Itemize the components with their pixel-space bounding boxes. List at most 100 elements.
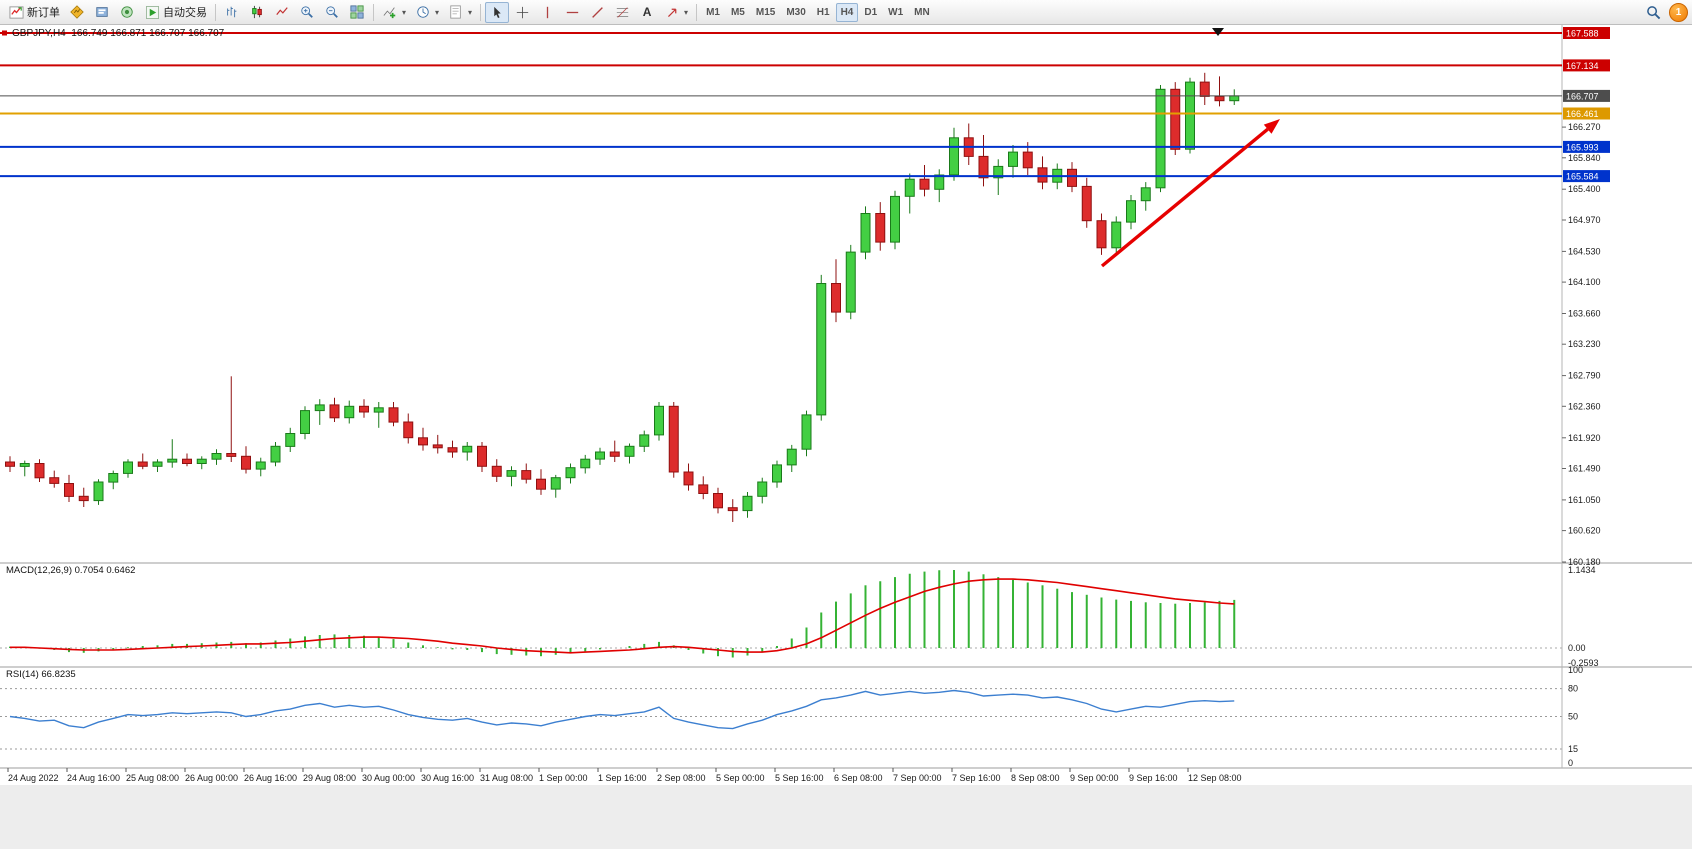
candle-body (462, 445, 473, 453)
price-tag-label: 167.588 (1566, 29, 1599, 39)
timeframe-button-h1[interactable]: H1 (812, 3, 835, 22)
timeframe-button-mn[interactable]: MN (909, 3, 935, 22)
candle-body (19, 463, 30, 467)
periods-button[interactable]: ▾ (411, 2, 443, 23)
down-marker[interactable] (1212, 28, 1224, 36)
line-chart-button[interactable] (270, 2, 294, 23)
templates-button[interactable]: ▾ (444, 2, 476, 23)
candle-body (359, 405, 369, 413)
candle-body (506, 470, 517, 477)
time-axis-label: 31 Aug 08:00 (480, 773, 533, 783)
crosshair-icon (514, 4, 530, 20)
time-axis-label: 12 Sep 08:00 (1188, 773, 1242, 783)
timeframe-button-m30[interactable]: M30 (781, 3, 810, 22)
candle-body (491, 465, 502, 477)
candle-body (93, 481, 104, 502)
candle-body (285, 433, 296, 447)
candle-body (196, 458, 207, 465)
chart-background (0, 25, 1692, 785)
navigator-button[interactable] (90, 2, 114, 23)
macd-indicator-label: MACD(12,26,9) 0.7054 0.6462 (6, 565, 136, 576)
timeframe-button-m1[interactable]: M1 (701, 3, 725, 22)
time-axis-label: 6 Sep 08:00 (834, 773, 883, 783)
candle-body (447, 447, 458, 453)
time-axis-label: 1 Sep 00:00 (539, 773, 588, 783)
candle-body (742, 495, 753, 512)
candle-body (934, 174, 945, 190)
trendline-button[interactable] (585, 2, 609, 23)
toolbar-separator (480, 3, 482, 21)
candle-body (816, 283, 827, 416)
templates-caret-icon: ▾ (468, 7, 473, 17)
autotrading-label: 自动交易 (163, 7, 207, 19)
candle-body (1214, 95, 1225, 102)
time-axis-label: 7 Sep 00:00 (893, 773, 942, 783)
market-watch-icon (69, 4, 85, 20)
vertical-line-button[interactable] (535, 2, 559, 23)
timeframe-button-d1[interactable]: D1 (859, 3, 882, 22)
price-tag (1563, 27, 1610, 39)
price-tag (1563, 89, 1610, 102)
price-chart-canvas[interactable]: 167.588 167.134 166.707 166.461 165.993 165.5… (0, 25, 1692, 849)
candle-body (624, 445, 635, 457)
candle-body (329, 404, 340, 419)
trend-arrow[interactable] (1100, 127, 1269, 268)
candle-body (344, 405, 355, 419)
search-button[interactable] (1641, 2, 1665, 23)
timeframe-button-w1[interactable]: W1 (883, 3, 908, 22)
timeframe-button-h4[interactable]: H4 (835, 2, 859, 22)
indicators-button[interactable]: ▾ (378, 2, 410, 23)
time-axis-label: 24 Aug 2022 (8, 773, 59, 783)
terminal-button[interactable] (115, 2, 139, 23)
rsi-line (9, 689, 1235, 730)
notification-badge[interactable]: 1 (1669, 2, 1688, 22)
price-axis-label: 165.840 (1568, 153, 1601, 163)
tile-windows-button[interactable] (345, 2, 369, 23)
time-axis-label: 29 Aug 08:00 (303, 773, 356, 783)
candle-body (1199, 81, 1210, 97)
price-axis-label: 166.270 (1568, 122, 1601, 132)
trendline-icon (589, 4, 605, 20)
candle-body (226, 453, 237, 457)
timeframe-button-m15[interactable]: M15 (751, 3, 780, 22)
candle-body (1081, 185, 1092, 222)
autotrading-icon (144, 4, 160, 20)
candle-body (211, 453, 222, 460)
candle-body (1022, 151, 1033, 169)
rsi-scale-label: 100 (1568, 665, 1583, 675)
price-axis-label: 160.620 (1568, 526, 1601, 536)
market-watch-button[interactable] (65, 2, 89, 23)
candle-body (831, 283, 841, 313)
zoom-in-button[interactable] (295, 2, 319, 23)
toolbar: 新订单 自动交易 (0, 0, 1692, 25)
candle-body (432, 444, 443, 449)
price-tag (1563, 107, 1610, 120)
new-order-button[interactable]: 新订单 (4, 2, 64, 23)
candle-body (1155, 88, 1166, 189)
horizontal-line-button[interactable] (560, 2, 584, 23)
time-axis-label: 26 Aug 00:00 (185, 773, 238, 783)
navigator-icon (94, 4, 110, 20)
arrows-tool-button[interactable]: ▾ (660, 2, 692, 23)
terminal-icon (119, 4, 135, 20)
candle-body (418, 437, 428, 446)
zoom-out-button[interactable] (320, 2, 344, 23)
timeframe-button-m5[interactable]: M5 (726, 3, 750, 22)
candle-body (167, 458, 178, 463)
window-bottom-area (0, 785, 1692, 849)
crosshair-button[interactable] (510, 2, 534, 23)
price-tag (1563, 59, 1610, 72)
candle-body (919, 178, 930, 190)
bar-chart-button[interactable] (220, 2, 244, 23)
candle-body (639, 434, 650, 447)
candlestick-chart-button[interactable] (245, 2, 269, 23)
cursor-button[interactable] (485, 1, 510, 23)
fibonacci-button[interactable] (610, 2, 634, 23)
zoom-in-icon (299, 4, 315, 20)
indicators-add-icon (382, 4, 398, 20)
template-icon (448, 4, 464, 20)
autotrading-button[interactable]: 自动交易 (140, 2, 211, 23)
text-tool-button[interactable]: A (635, 2, 659, 23)
new-order-icon (8, 4, 24, 20)
price-axis-label: 160.180 (1568, 557, 1601, 567)
